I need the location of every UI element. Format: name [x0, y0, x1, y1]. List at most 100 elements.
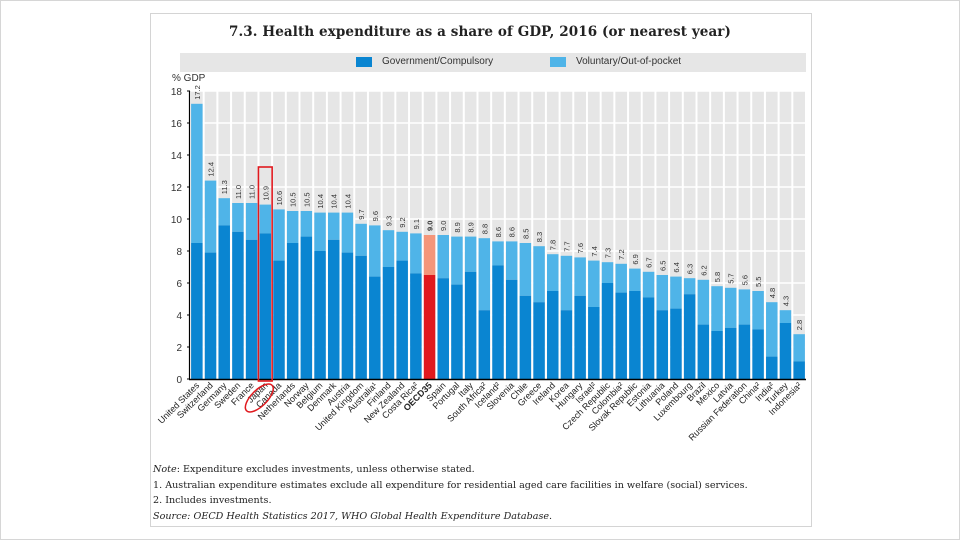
bar-segment-voluntary [629, 268, 641, 291]
value-label: 6.7 [645, 257, 654, 267]
bar-segment-voluntary [191, 103, 203, 243]
y-tick-label: 16 [171, 119, 183, 130]
bar-segment-voluntary [382, 230, 395, 267]
value-label: 10.4 [343, 194, 352, 209]
value-label: 9.1 [412, 219, 421, 229]
y-tick-label: 0 [176, 375, 182, 386]
bar-segment-voluntary [355, 223, 367, 256]
value-label: 9.2 [398, 217, 407, 227]
value-label: 6.3 [686, 264, 695, 274]
bar-segment-voluntary [423, 235, 436, 275]
value-label: 2.8 [795, 320, 804, 330]
bar-segment-government [355, 255, 367, 379]
legend: Government/Compulsory Voluntary/Out-of-p… [180, 53, 806, 72]
plot-column-bg [451, 91, 463, 379]
bar-segment-government [533, 302, 545, 379]
bar-segment-voluntary [615, 263, 627, 293]
value-label: 11.0 [234, 185, 243, 199]
value-label: 10.4 [330, 194, 339, 209]
bar-segment-government [738, 324, 751, 379]
plot-column-bg [492, 91, 504, 379]
plot-column-bg [711, 91, 723, 379]
plot-column-bg [560, 91, 573, 379]
bar-segment-government [204, 252, 217, 379]
bar-segment-voluntary [245, 203, 258, 240]
plot-column-bg [724, 91, 737, 379]
chart-title: 7.3. Health expenditure as a share of GD… [228, 24, 732, 40]
bar-segment-voluntary [410, 233, 422, 274]
highlight-ellipse [244, 383, 274, 413]
plot-column-bg [533, 91, 545, 379]
bar-segment-voluntary [273, 209, 285, 261]
bar-segment-voluntary [464, 236, 477, 272]
bar-segment-government [752, 329, 764, 379]
plot-column-bg [629, 91, 641, 379]
bar-segment-voluntary [341, 212, 354, 253]
bar-segment-government [670, 308, 682, 379]
bar-segment-government [341, 252, 354, 379]
bar-segment-government [327, 239, 340, 379]
value-label: 7.7 [562, 241, 571, 251]
value-label: 6.4 [672, 262, 681, 272]
plot-column-bg [765, 91, 778, 379]
bar-segment-voluntary [724, 287, 737, 328]
bar-segment-government [396, 260, 408, 379]
bar-segment-government [574, 295, 586, 379]
bar-segment-government [601, 283, 614, 379]
value-label: 8.6 [494, 227, 503, 237]
source-label: Source [153, 510, 188, 522]
note-line: Note: Expenditure excludes investments, … [153, 462, 748, 478]
y-tick-label: 4 [176, 311, 182, 322]
y-axis-label: % GDP [172, 73, 206, 84]
bar-segment-voluntary [327, 212, 340, 240]
plot-column-bg [546, 91, 559, 379]
notes: Note: Expenditure excludes investments, … [153, 462, 748, 524]
bar-segment-government [724, 327, 737, 379]
y-tick-label: 10 [171, 215, 183, 226]
bar-segment-voluntary [478, 238, 491, 311]
value-label: 5.8 [713, 272, 722, 282]
plot-column-bg [670, 91, 682, 379]
note-label: Note [153, 464, 177, 475]
plot-column-bg [505, 91, 518, 379]
value-labels: 17.2 12.4 11.3 11.0 11.0 10.9 10.6 10.5 10.5 10.4… [193, 85, 804, 330]
bar-segment-government [423, 275, 436, 379]
legend-swatch-government [356, 56, 372, 67]
bar-segment-government [779, 323, 792, 379]
plot-column-bg [574, 91, 586, 379]
plot-column-bg [697, 91, 710, 379]
value-label: 8.3 [535, 232, 544, 242]
footnote-1: 1. Australian expenditure estimates excl… [153, 479, 748, 491]
legend-label-government: Government/Compulsory [382, 56, 494, 67]
bar-segment-government [505, 279, 518, 379]
value-label: 4.3 [781, 296, 790, 306]
bar-segment-government [615, 292, 627, 379]
bar-segment-voluntary [779, 310, 792, 323]
bar-segment-voluntary [451, 236, 463, 285]
value-label: 7.8 [549, 240, 558, 250]
y-tick-label: 18 [171, 87, 183, 98]
bar-segment-government [766, 356, 778, 379]
bar-segment-government [437, 278, 449, 379]
bar-segment-government [218, 225, 230, 379]
highlight-annotation [244, 166, 274, 413]
value-label: 6.2 [699, 265, 708, 275]
plot-column-bg [601, 91, 614, 379]
bar-segment-government [259, 233, 272, 379]
bar-segment-voluntary [218, 198, 230, 226]
value-label: 11.3 [220, 180, 229, 194]
highlight-box [257, 166, 273, 382]
bar-segment-government [642, 297, 655, 379]
bar-segment-government [492, 265, 504, 379]
bar-segment-government [273, 260, 285, 379]
value-label: 9.0 [439, 221, 448, 231]
plot-column-bg [656, 91, 669, 379]
bar-segment-voluntary [793, 334, 805, 362]
bar-segment-government [478, 310, 491, 379]
bar-segment-voluntary [738, 289, 751, 325]
value-label: 9.3 [384, 216, 393, 226]
value-label: 9.0 [426, 221, 435, 231]
bar-segment-voluntary [560, 255, 573, 311]
plot-column-bg [738, 91, 751, 379]
